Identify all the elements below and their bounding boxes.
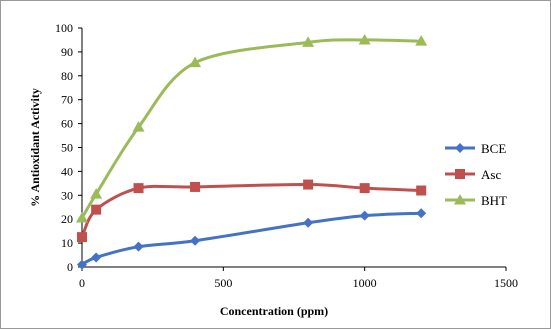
legend-item-bht: BHT — [445, 193, 507, 208]
data-point-bce — [133, 241, 144, 252]
data-point-bce — [359, 210, 370, 221]
data-point-bht — [415, 35, 428, 46]
y-tick-label: 10 — [61, 236, 73, 250]
series-bht — [76, 33, 428, 223]
legend-item-bce: BCE — [445, 141, 506, 156]
data-point-bce — [77, 259, 87, 270]
data-point-asc — [91, 204, 102, 215]
x-tick-label: 500 — [214, 276, 232, 290]
series-line-bce — [81, 211, 422, 266]
y-tick-label: 80 — [61, 69, 73, 83]
y-tick-label: 50 — [61, 141, 73, 155]
x-tick-label: 1500 — [494, 276, 518, 290]
legend-label-bht: BHT — [481, 193, 507, 208]
x-axis-title: Concentration (ppm) — [220, 304, 328, 318]
data-point-bce — [190, 235, 201, 246]
y-tick-label: 30 — [61, 188, 73, 202]
data-point-bce — [91, 252, 102, 263]
y-tick-label: 40 — [61, 164, 73, 178]
series-layer — [76, 33, 428, 270]
legend-label-asc: Asc — [481, 167, 501, 182]
data-point-asc — [303, 179, 314, 190]
data-point-bce — [416, 208, 427, 219]
x-tick-label: 1000 — [353, 276, 377, 290]
y-axis-title: % Antioxidant Activity — [28, 88, 42, 207]
data-point-bht — [132, 121, 145, 132]
data-point-asc — [359, 183, 370, 194]
data-point-asc — [77, 232, 87, 243]
legend: BCE Asc BHT — [445, 141, 507, 208]
data-point-asc — [133, 183, 144, 194]
x-tick-label: 0 — [79, 276, 85, 290]
data-point-bht — [358, 33, 371, 45]
y-tick-label: 60 — [61, 117, 73, 131]
data-point-bht — [189, 56, 202, 68]
x-axis-ticks: 0 500 1000 1500 — [79, 267, 518, 290]
y-tick-label: 0 — [67, 260, 73, 274]
data-point-bht — [76, 212, 88, 223]
legend-marker-asc — [455, 169, 465, 179]
data-point-asc — [416, 185, 427, 196]
data-point-bce — [303, 217, 314, 228]
legend-item-asc: Asc — [445, 167, 501, 182]
y-tick-label: 90 — [61, 45, 73, 59]
legend-label-bce: BCE — [481, 141, 506, 156]
legend-marker-bht — [454, 194, 466, 205]
series-line-bht — [80, 38, 422, 219]
series-line-asc — [80, 183, 422, 238]
data-point-bht — [302, 36, 315, 47]
data-point-bht — [90, 188, 103, 199]
series-asc — [77, 179, 427, 243]
y-tick-label: 100 — [55, 21, 73, 35]
legend-marker-bce — [455, 143, 465, 153]
y-tick-label: 70 — [61, 93, 73, 107]
y-axis-ticks: 0 10 20 30 40 50 60 70 80 90 100 — [55, 21, 82, 274]
data-point-asc — [190, 181, 201, 192]
y-tick-label: 20 — [61, 212, 73, 226]
series-bce — [77, 208, 427, 270]
